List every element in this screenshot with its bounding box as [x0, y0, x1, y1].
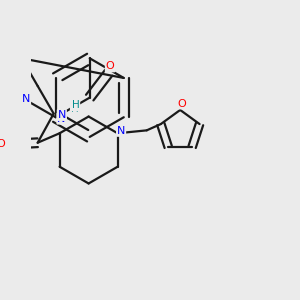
Text: O: O	[0, 139, 5, 148]
Text: N: N	[117, 126, 125, 136]
Text: H: H	[72, 100, 80, 110]
Text: O: O	[177, 99, 186, 109]
Text: O: O	[106, 61, 115, 71]
Text: N: N	[22, 94, 30, 104]
Text: N: N	[58, 110, 66, 120]
Text: N: N	[57, 114, 66, 124]
Text: H: H	[71, 103, 79, 113]
